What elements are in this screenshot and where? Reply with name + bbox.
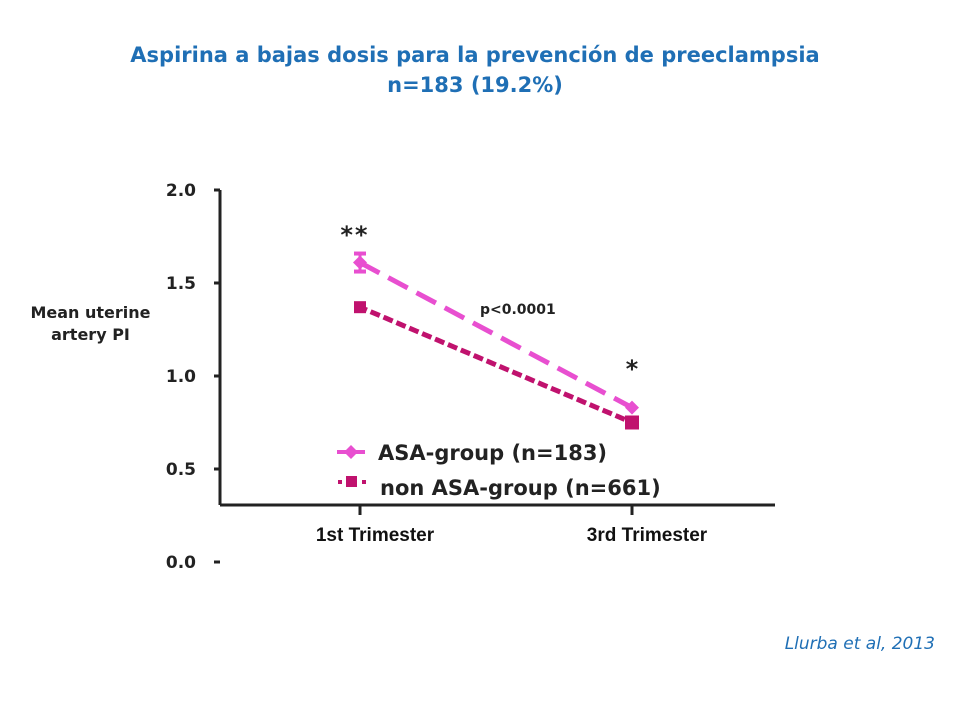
y-tick-label: 1.5 <box>166 274 196 294</box>
y-tick-label: 2.0 <box>166 181 196 201</box>
legend-swatch-marker <box>344 445 358 459</box>
p-value-annotation: p<0.0001 <box>480 302 556 318</box>
chart-title-line2: n=183 (19.2%) <box>387 73 563 97</box>
legend-label: non ASA-group (n=661) <box>380 476 661 500</box>
legend-label: ASA-group (n=183) <box>378 441 607 465</box>
series-line <box>358 260 634 410</box>
y-tick-label: 1.0 <box>166 367 196 387</box>
significance-annotation: * <box>625 355 639 383</box>
data-point-square <box>625 415 639 430</box>
y-axis-label: Mean uterine artery PI <box>30 303 151 344</box>
chart-title-line1: Aspirina a bajas dosis para la prevenció… <box>130 43 820 67</box>
legend-swatch-marker <box>346 476 357 487</box>
series-line <box>356 303 636 426</box>
significance-annotation: ** <box>340 221 369 249</box>
y-tick-label: 0.0 <box>166 553 196 573</box>
data-point-diamond <box>625 400 639 415</box>
x-tick-label: 3rd Trimester <box>587 525 708 546</box>
y-tick-label: 0.5 <box>166 460 196 480</box>
data-point-square <box>354 301 366 314</box>
x-tick-label: 1st Trimester <box>316 525 435 546</box>
chart-title: Aspirina a bajas dosis para la prevenció… <box>0 40 950 100</box>
citation: Llurba et al, 2013 <box>784 634 935 654</box>
